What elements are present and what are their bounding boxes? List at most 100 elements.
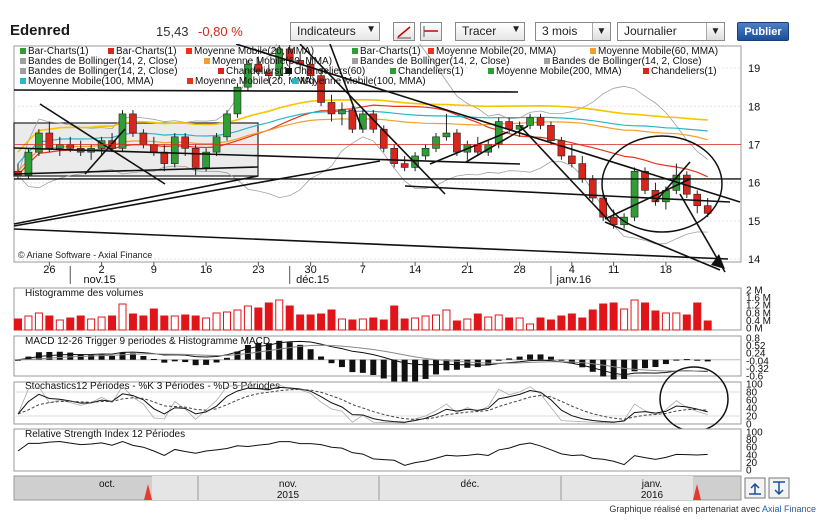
panel-tick-label: -0.04 (746, 356, 769, 367)
panel-tick-label: 0.24 (746, 349, 766, 360)
volume-bar (181, 314, 190, 331)
publish-button[interactable]: Publier (737, 22, 789, 41)
panel-tick-label: 20 (746, 458, 758, 469)
panel-tick-label: -0.6 (746, 372, 764, 383)
volume-bar (505, 317, 514, 331)
interval-label: Journalier (624, 24, 677, 38)
candle-body (453, 132, 461, 153)
volume-bar (588, 309, 597, 331)
macd-histogram-bar (621, 359, 628, 380)
panel-tick-label: 0.8 (746, 334, 760, 345)
rsi-line (17, 440, 708, 466)
date-tick-label: 16 (200, 264, 212, 276)
legend-item: Bar-Charts(1) (360, 46, 421, 57)
legend-item: Chandeliers(1) (651, 66, 717, 77)
legend-swatch (20, 48, 26, 54)
volume-bar (275, 299, 284, 331)
panel-tick-label: 0.8 M (746, 308, 771, 319)
candle-body (379, 128, 388, 149)
candle-body (45, 132, 54, 149)
period-select[interactable]: 3 mois ▼ (535, 22, 611, 41)
period-label: 3 mois (542, 24, 578, 38)
chevron-down-icon: ▼ (592, 23, 610, 40)
candle-body (129, 113, 137, 134)
date-tick-label: 18 (660, 264, 672, 276)
macd-histogram-bar (412, 359, 419, 383)
panel-tick-label: 2 M (746, 286, 763, 297)
date-axis: 26 2 9 16 23 30 7 14 21 28 4 11 18 nov.15 déc.15 janv.1… (43, 262, 672, 286)
trend-line-icon[interactable] (393, 22, 415, 41)
macd-histogram-bar (56, 351, 63, 360)
legend-item: Bar-Charts(1) (28, 46, 89, 57)
legend-item: Moyenne Mobile(60, MMA) (212, 56, 332, 67)
volume-bar (337, 318, 346, 331)
volume-bar (546, 319, 555, 331)
volume-bar (34, 312, 43, 331)
price-tick-label: 14 (748, 254, 760, 266)
interval-select[interactable]: Journalier ▼ (617, 22, 725, 41)
date-tick-label: 7 (360, 264, 366, 276)
legend-swatch (20, 68, 26, 74)
legend-swatch (590, 48, 596, 54)
navigator-right-handle[interactable] (693, 484, 701, 500)
macd-histogram-bar (610, 359, 617, 380)
navigator-window[interactable] (152, 476, 693, 500)
legend-item: Bandes de Bollinger(14, 2, Close) (28, 66, 178, 77)
trend-line (13, 166, 259, 175)
candle-body (150, 144, 158, 153)
volume-bar (411, 317, 420, 331)
macd-histogram-bar (359, 359, 366, 373)
volume-title: Histogramme des volumes (25, 288, 143, 299)
volume-bar (108, 315, 117, 331)
macd-histogram-bar (203, 359, 210, 365)
volume-bar (369, 317, 378, 331)
volume-bars (14, 299, 712, 331)
panel-tick-label: 0.52 (746, 341, 766, 352)
candle-body (568, 155, 576, 164)
trend-line (39, 103, 166, 185)
candle-body (139, 132, 148, 145)
panel-tick-label: 40 (746, 450, 758, 461)
volume-bar (317, 313, 326, 331)
volume-bar (233, 309, 242, 331)
candle-body (641, 170, 649, 191)
footer-brand-link[interactable]: Axial Finance (761, 504, 816, 514)
footer-credit: Graphique réalisé en partenariat avec Ax… (609, 504, 816, 514)
candle-body (536, 117, 545, 126)
macd-histogram-bar (547, 356, 554, 360)
navigator-month-label: déc. (461, 479, 480, 490)
panel-tick-label: 0 (746, 420, 752, 431)
month-label: déc.15 (296, 274, 329, 286)
volume-bar (578, 317, 587, 331)
navigator-left-handle[interactable] (144, 484, 152, 500)
candle-body (244, 63, 252, 88)
candle-body (703, 205, 712, 214)
macd-histogram-bar (516, 356, 523, 360)
volume-bar (243, 305, 252, 331)
macd-line (17, 340, 708, 376)
macd-histogram-bar (88, 354, 95, 360)
stochastic-plot (14, 384, 741, 424)
volume-bar (118, 303, 127, 331)
trend-line (84, 128, 126, 175)
macd-histogram-bar (527, 354, 534, 360)
macd-histogram-bar (673, 359, 680, 361)
macd-histogram-bar (579, 359, 586, 368)
volume-bar (557, 315, 566, 331)
macd-trigger-line (17, 344, 708, 372)
macd-histogram-bar (192, 359, 199, 366)
volume-bar (285, 305, 294, 331)
macd-histogram-bar (558, 359, 565, 361)
volume-bar (24, 315, 33, 331)
indicators-dropdown[interactable]: Indicateurs ▼ (290, 22, 380, 41)
highlight-circle (601, 135, 723, 233)
horizontal-line-icon[interactable] (420, 22, 442, 41)
draw-dropdown[interactable]: Tracer ▼ (455, 22, 525, 41)
panel-tick-label: 100 (746, 428, 763, 439)
chevron-down-icon: ▼ (511, 24, 521, 35)
volume-bar (599, 303, 608, 331)
trend-line (519, 125, 611, 223)
candle-body (306, 63, 315, 76)
panel-tick-label: 0 (746, 466, 752, 477)
